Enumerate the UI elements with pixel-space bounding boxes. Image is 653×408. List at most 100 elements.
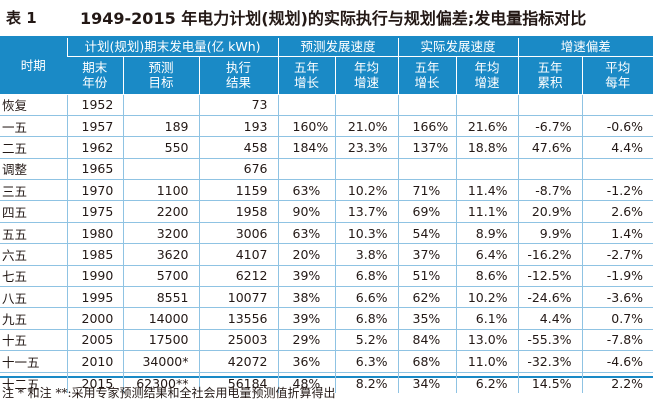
- table-row: 二五 1962 550 458 184% 23.3% 137% 18.8% 47.6% 4.4%: [0, 136, 653, 159]
- value-cell: 90%: [277, 200, 336, 223]
- period-cell: 五五: [0, 222, 67, 245]
- value-cell: 3200: [122, 222, 199, 245]
- header-actual-group: 实际发展速度: [397, 38, 519, 57]
- value-cell: 11.1%: [455, 200, 519, 223]
- value-cell: 2010: [66, 350, 123, 373]
- value-cell: -16.2%: [517, 243, 583, 266]
- value-cell: 2.6%: [581, 200, 653, 223]
- period-cell: 一五: [0, 115, 67, 138]
- subheader-cell: 五年 增长: [277, 56, 336, 95]
- value-cell: 3.8%: [334, 243, 399, 266]
- value-cell: 2200: [122, 200, 199, 223]
- value-cell: 39%: [277, 307, 336, 330]
- value-cell: 17500: [122, 329, 199, 352]
- value-cell: 1952: [66, 94, 123, 116]
- value-cell: 4.4%: [581, 136, 653, 159]
- value-cell: [455, 94, 519, 116]
- value-cell: 2000: [66, 307, 123, 330]
- value-cell: 47.6%: [517, 136, 583, 159]
- value-cell: 3006: [198, 222, 279, 245]
- value-cell: 1970: [66, 179, 123, 202]
- value-cell: 676: [198, 158, 279, 181]
- value-cell: 42072: [198, 350, 279, 373]
- value-cell: 1962: [66, 136, 123, 159]
- value-cell: 9.9%: [517, 222, 583, 245]
- table-row: 三五 1970 1100 1159 63% 10.2% 71% 11.4% -8.7% -1.2%: [0, 179, 653, 202]
- value-cell: 1957: [66, 115, 123, 138]
- value-cell: 2005: [66, 329, 123, 352]
- value-cell: 6.3%: [334, 350, 399, 373]
- value-cell: 10.2%: [455, 286, 519, 309]
- period-cell: 十二五: [2, 376, 40, 392]
- table-container: 时期 计划(规划)期末发电量(亿 kWh) 预测发展速度 实际发展速度 增速偏差…: [0, 36, 653, 394]
- value-cell: 189: [122, 115, 199, 138]
- period-cell: 六五: [0, 243, 67, 266]
- subheader-line: 预测: [148, 60, 174, 75]
- subheader-line: 年份: [82, 75, 108, 90]
- value-cell: -12.5%: [517, 265, 583, 288]
- value-cell: 35%: [397, 307, 457, 330]
- subheader-row: 期末 年份 预测 目标 执行 结果 五年 增长 年均 增速 五年 增长 年均 增速 五年 累积 平均 每年: [0, 56, 653, 95]
- value-cell: 13.7%: [334, 200, 399, 223]
- footnote: 注 * 和注 **:采用专家预测结果和全社会用电量预测值折算得出: [2, 386, 336, 400]
- value-cell: 14.5%: [517, 372, 583, 394]
- value-cell: 73: [198, 94, 279, 116]
- value-cell: 8551: [122, 286, 199, 309]
- value-cell: -55.3%: [517, 329, 583, 352]
- value-cell: 21.0%: [334, 115, 399, 138]
- subheader-cell: 年均 增速: [334, 56, 399, 95]
- value-cell: -24.6%: [517, 286, 583, 309]
- period-cell: 四五: [0, 200, 67, 223]
- subheader-line: 年均: [354, 60, 380, 75]
- value-cell: 193: [198, 115, 279, 138]
- value-cell: 8.2%: [334, 372, 399, 394]
- value-cell: 69%: [397, 200, 457, 223]
- subheader-cell: 五年 增长: [397, 56, 457, 95]
- value-cell: 63%: [277, 222, 336, 245]
- value-cell: 18.8%: [455, 136, 519, 159]
- subheader-line: 累积: [537, 75, 563, 90]
- subheader-line: 增长: [294, 75, 320, 90]
- subheader-line: 每年: [605, 75, 631, 90]
- value-cell: 5.2%: [334, 329, 399, 352]
- value-cell: [455, 158, 519, 181]
- value-cell: 10.2%: [334, 179, 399, 202]
- value-cell: [122, 158, 199, 181]
- value-cell: 6212: [198, 265, 279, 288]
- period-cell: 十五: [0, 329, 67, 352]
- value-cell: 37%: [397, 243, 457, 266]
- value-cell: [397, 94, 457, 116]
- value-cell: 51%: [397, 265, 457, 288]
- subheader-line: 执行: [226, 60, 252, 75]
- subheader-line: 年均: [474, 60, 500, 75]
- value-cell: 13.0%: [455, 329, 519, 352]
- table-row: 八五 1995 8551 10077 38% 6.6% 62% 10.2% -24.6% -3.6…: [0, 286, 653, 309]
- subheader-line: 五年: [414, 60, 440, 75]
- data-table: 时期 计划(规划)期末发电量(亿 kWh) 预测发展速度 实际发展速度 增速偏差…: [0, 38, 653, 394]
- value-cell: 34%: [397, 372, 457, 394]
- subheader-line: 结果: [226, 75, 252, 90]
- value-cell: 48%: [277, 372, 336, 394]
- table-row: 九五 2000 14000 13556 39% 6.8% 35% 6.1% 4.4% 0.7%: [0, 307, 653, 330]
- value-cell: 1159: [198, 179, 279, 202]
- table-title: 1949-2015 年电力计划(规划)的实际执行与规划偏差;发电量指标对比: [80, 9, 587, 28]
- header-period: 时期: [0, 38, 67, 95]
- value-cell: 1975: [66, 200, 123, 223]
- value-cell: 23.3%: [334, 136, 399, 159]
- value-cell: 160%: [277, 115, 336, 138]
- value-cell: 6.6%: [334, 286, 399, 309]
- period-cell: 二五: [0, 136, 67, 159]
- value-cell: 1985: [66, 243, 123, 266]
- period-cell: 三五: [0, 179, 67, 202]
- value-cell: 21.6%: [455, 115, 519, 138]
- table-row: 一五 1957 189 193 160% 21.0% 166% 21.6% -6.7% -0.6%: [0, 115, 653, 138]
- table-row: 调整 1965 676: [0, 158, 653, 181]
- value-cell: -1.2%: [581, 179, 653, 202]
- value-cell: 11.4%: [455, 179, 519, 202]
- value-cell: 166%: [397, 115, 457, 138]
- subheader-line: 五年: [537, 60, 563, 75]
- value-cell: 5700: [122, 265, 199, 288]
- header-deviation-group: 增速偏差: [517, 38, 653, 57]
- subheader-cell: 预测 目标: [122, 56, 199, 95]
- value-cell: 8.6%: [455, 265, 519, 288]
